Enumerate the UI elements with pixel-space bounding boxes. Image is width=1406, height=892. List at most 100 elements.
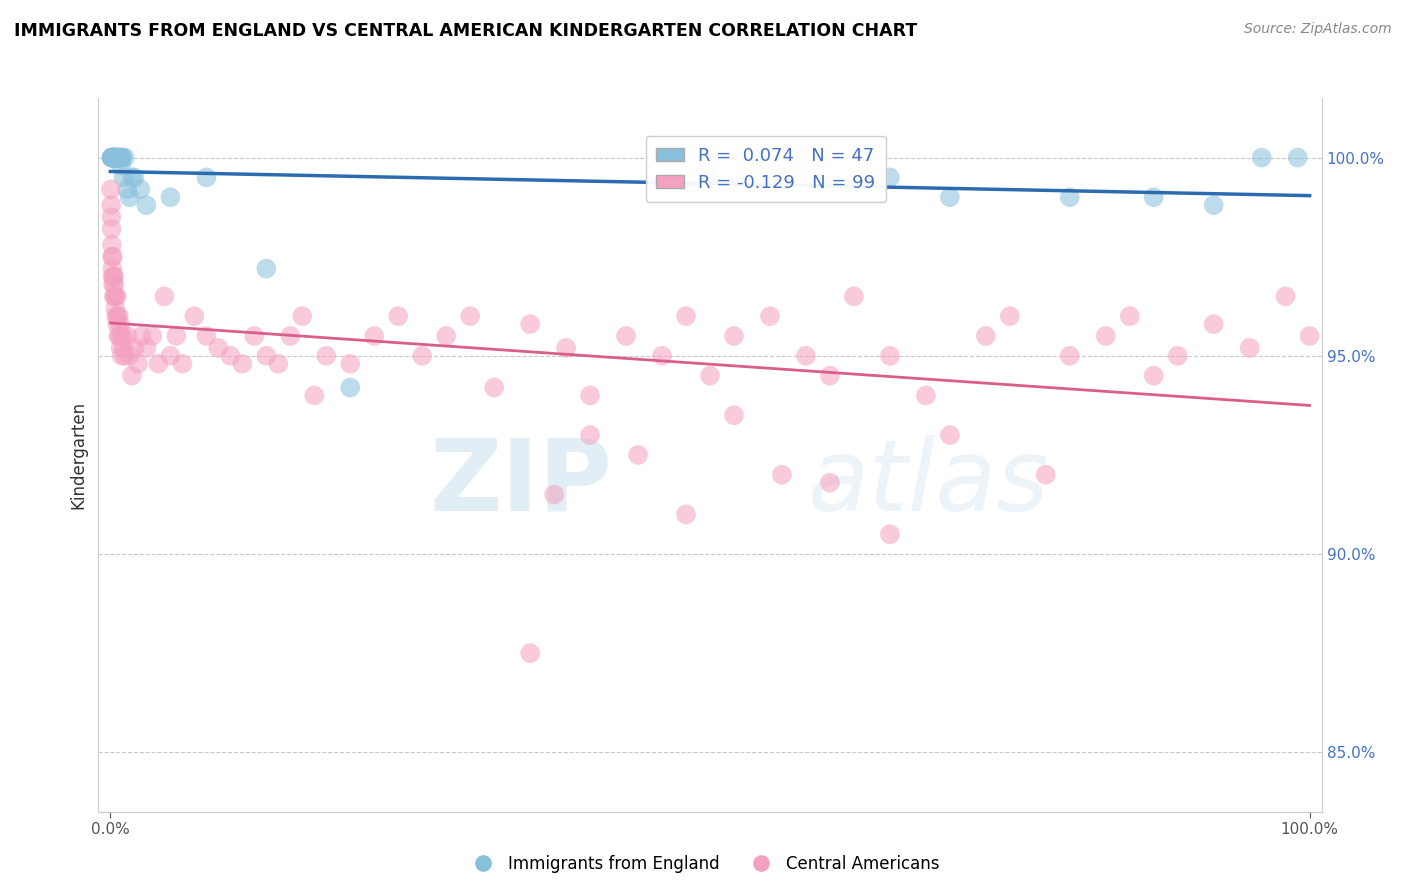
Point (131, 329, 153, 343)
Point (108, 317, 131, 331)
Point (103, 277, 125, 292)
Point (998, 309, 1021, 323)
Point (112, 170, 135, 185)
Point (411, 349, 433, 363)
Point (107, 329, 129, 343)
Point (267, 357, 290, 371)
Point (115, 329, 138, 343)
Point (723, 329, 745, 343)
Point (278, 329, 301, 343)
Point (879, 170, 901, 185)
Point (108, 151, 131, 165)
Point (1167, 349, 1189, 363)
Point (104, 151, 127, 165)
Point (100, 151, 122, 165)
Point (675, 309, 697, 323)
Point (101, 151, 124, 165)
Point (101, 269, 124, 284)
Text: Source: ZipAtlas.com: Source: ZipAtlas.com (1244, 22, 1392, 37)
Point (124, 341, 146, 355)
Point (110, 341, 132, 355)
Point (111, 329, 134, 343)
Point (243, 329, 266, 343)
Point (387, 309, 409, 323)
Point (101, 151, 124, 165)
Point (107, 151, 129, 165)
Point (159, 190, 181, 204)
Point (519, 317, 541, 331)
Point (555, 341, 578, 355)
Point (104, 151, 127, 165)
Point (939, 190, 962, 204)
Point (818, 368, 841, 383)
Point (195, 329, 218, 343)
Legend: R =  0.074   N = 47, R = -0.129   N = 99: R = 0.074 N = 47, R = -0.129 N = 99 (645, 136, 886, 202)
Point (579, 388, 602, 402)
Text: ZIP: ZIP (429, 435, 612, 532)
Point (103, 269, 125, 284)
Point (458, 309, 481, 323)
Point (127, 357, 149, 371)
Legend: Immigrants from England, Central Americans: Immigrants from England, Central America… (460, 848, 946, 880)
Point (1094, 329, 1116, 343)
Point (1059, 190, 1081, 204)
Point (879, 527, 901, 541)
Point (108, 309, 131, 323)
Point (110, 159, 132, 173)
Point (103, 151, 125, 165)
Point (110, 151, 132, 165)
Point (100, 182, 122, 196)
Point (1059, 349, 1081, 363)
Point (100, 151, 122, 165)
Point (879, 349, 901, 363)
Point (339, 380, 361, 394)
Point (104, 151, 127, 165)
Point (103, 289, 125, 303)
Point (101, 250, 124, 264)
Point (148, 357, 170, 371)
Point (915, 388, 938, 402)
Point (108, 151, 131, 165)
Point (519, 646, 541, 660)
Point (770, 467, 793, 482)
Point (105, 151, 128, 165)
Point (101, 151, 124, 165)
Point (254, 349, 277, 363)
Point (129, 182, 152, 196)
Point (101, 151, 124, 165)
Point (579, 428, 602, 442)
Point (254, 261, 277, 276)
Point (103, 269, 125, 284)
Point (159, 349, 181, 363)
Point (114, 151, 136, 165)
Point (121, 368, 143, 383)
Point (818, 475, 841, 490)
Point (1286, 151, 1309, 165)
Point (108, 329, 131, 343)
Point (108, 151, 131, 165)
Point (101, 250, 124, 264)
Point (172, 357, 194, 371)
Point (101, 237, 124, 252)
Point (183, 309, 205, 323)
Point (651, 349, 673, 363)
Point (103, 151, 125, 165)
Point (107, 309, 129, 323)
Point (939, 428, 962, 442)
Point (118, 349, 141, 363)
Point (104, 289, 127, 303)
Point (434, 329, 457, 343)
Point (105, 151, 128, 165)
Point (101, 151, 124, 165)
Point (614, 329, 637, 343)
Point (110, 329, 132, 343)
Point (207, 341, 229, 355)
Point (759, 309, 782, 323)
Point (1143, 190, 1166, 204)
Point (124, 170, 146, 185)
Point (111, 151, 134, 165)
Point (315, 349, 337, 363)
Point (103, 151, 125, 165)
Point (104, 289, 127, 303)
Point (794, 349, 817, 363)
